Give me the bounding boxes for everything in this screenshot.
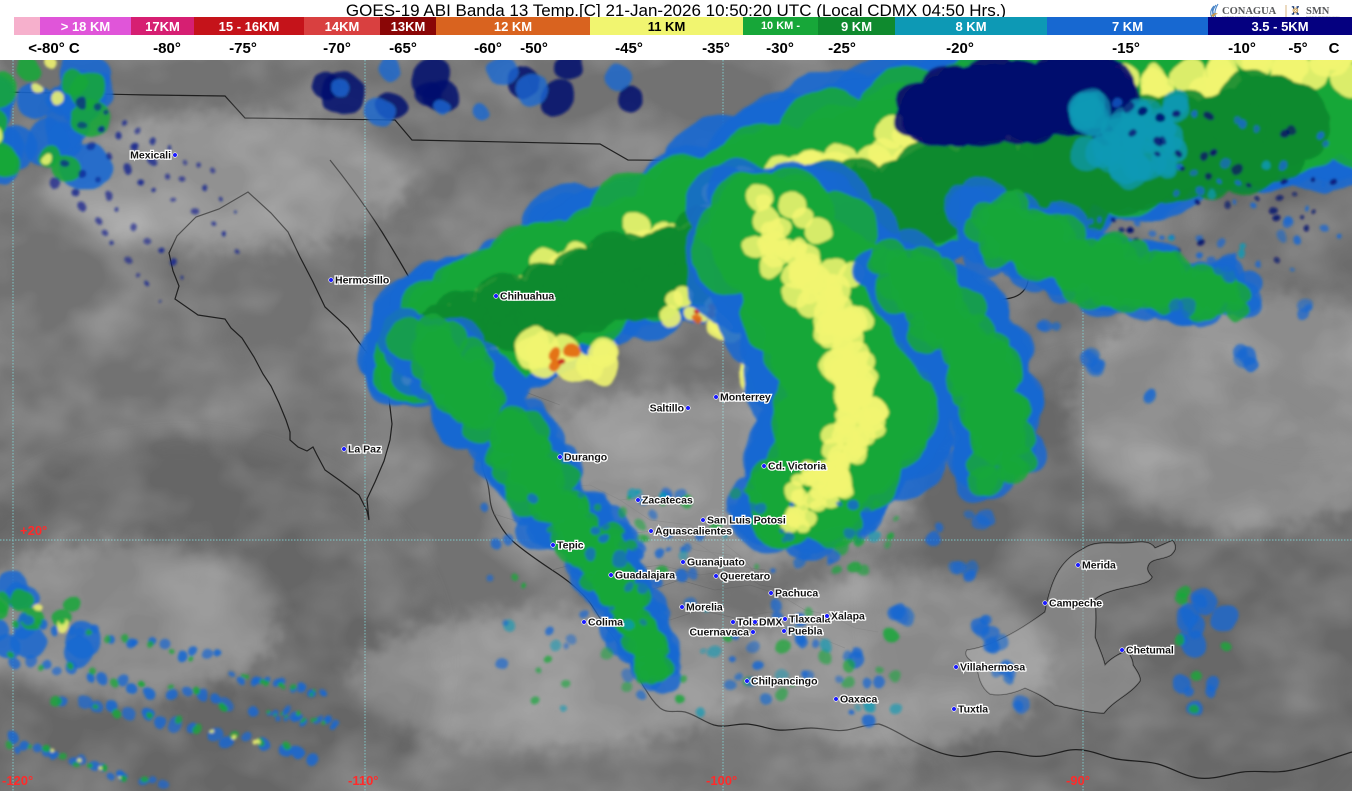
svg-text:Colima: Colima [588,617,623,629]
svg-text:Guadalajara: Guadalajara [615,570,675,582]
svg-text:Villahermosa: Villahermosa [960,662,1025,674]
svg-text:Mexicali: Mexicali [130,150,171,162]
svg-text:Xalapa: Xalapa [831,611,865,623]
svg-text:Zacatecas: Zacatecas [642,495,693,507]
svg-text:Monterrey: Monterrey [720,392,771,404]
svg-text:Tuxtla: Tuxtla [958,704,988,716]
svg-text:DMX: DMX [759,617,782,629]
svg-text:-110°: -110° [348,773,379,788]
svg-text:Campeche: Campeche [1049,598,1102,610]
svg-text:-90°: -90° [1066,773,1090,788]
svg-text:Morelia: Morelia [686,602,723,614]
svg-text:Puebla: Puebla [788,626,823,638]
svg-text:Chetumal: Chetumal [1126,645,1174,657]
svg-text:Saltillo: Saltillo [650,403,684,415]
svg-text:Hermosillo: Hermosillo [335,275,389,287]
svg-text:La Paz: La Paz [348,444,381,456]
svg-text:Aguascalientes: Aguascalientes [655,526,732,538]
svg-text:-100°: -100° [706,773,737,788]
svg-text:Oaxaca: Oaxaca [840,694,878,706]
svg-text:Queretaro: Queretaro [720,571,770,583]
svg-text:Chilpancingo: Chilpancingo [751,676,818,688]
svg-text:Tlaxcala: Tlaxcala [789,614,831,626]
svg-text:Cuernavaca: Cuernavaca [689,627,749,639]
svg-text:Cd. Victoria: Cd. Victoria [768,461,826,473]
svg-text:Pachuca: Pachuca [775,588,818,600]
svg-text:Guanajuato: Guanajuato [687,557,745,569]
svg-text:San Luis Potosi: San Luis Potosi [707,515,786,527]
svg-text:+20°: +20° [20,523,47,538]
svg-text:-120°: -120° [2,773,33,788]
svg-text:Durango: Durango [564,452,607,464]
svg-text:Merida: Merida [1082,560,1116,572]
svg-text:Tepic: Tepic [557,540,584,552]
svg-text:Chihuahua: Chihuahua [500,291,554,303]
